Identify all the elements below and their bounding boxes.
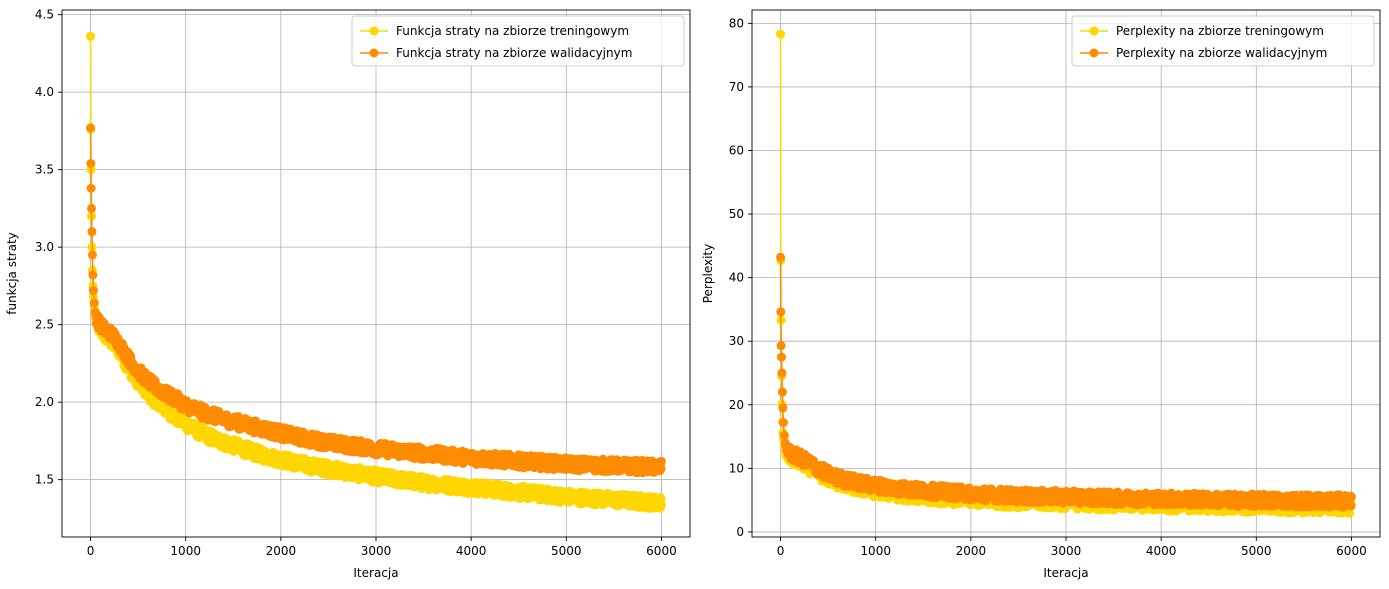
y-tick-label: 40	[729, 271, 744, 285]
data-point	[776, 341, 786, 351]
x-tick-label: 4000	[1146, 544, 1177, 558]
data-point	[87, 203, 96, 213]
y-tick-label: 60	[729, 143, 744, 157]
data-point	[777, 387, 787, 397]
x-tick-label: 4000	[456, 544, 487, 558]
legend-box	[351, 15, 685, 67]
y-tick-label: 30	[729, 334, 744, 348]
y-tick-label: 4.0	[35, 85, 54, 99]
x-axis-label: Iteracja	[1043, 566, 1088, 580]
data-point	[778, 403, 788, 413]
data-point	[656, 500, 666, 510]
series-validation	[86, 123, 666, 478]
y-axis-label: Perplexity	[701, 244, 715, 304]
data-point	[88, 270, 98, 280]
legend: Funkcja straty na zbiorze treningowym Fun…	[351, 15, 685, 67]
data-point	[778, 418, 788, 428]
data-point	[779, 430, 789, 440]
legend-label: Funkcja straty na zbiorze walidacyjnym	[396, 46, 632, 60]
x-tick-label: 6000	[1336, 544, 1367, 558]
data-point	[86, 158, 96, 168]
data-point	[777, 352, 786, 362]
data-point	[1346, 501, 1356, 511]
data-point	[88, 286, 98, 296]
data-point	[89, 298, 99, 308]
y-tick-label: 10	[729, 461, 744, 475]
x-axis-label: Iteracja	[353, 566, 398, 580]
series-validation	[776, 252, 1356, 512]
y-tick-label: 70	[729, 80, 744, 94]
legend-label: Perplexity na zbiorze treningowym	[1116, 24, 1324, 38]
legend-label: Funkcja straty na zbiorze treningowym	[396, 24, 629, 38]
data-point	[1346, 492, 1356, 502]
x-tick-label: 1000	[860, 544, 891, 558]
x-tick-label: 0	[87, 544, 95, 558]
x-tick-label: 5000	[1241, 544, 1272, 558]
data-point	[87, 250, 97, 260]
y-tick-label: 50	[729, 207, 744, 221]
x-tick-label: 3000	[1051, 544, 1082, 558]
x-tick-label: 5000	[551, 544, 582, 558]
y-tick-label: 1.5	[35, 473, 54, 487]
y-axis-label: funkcja straty	[5, 232, 19, 315]
x-tick-label: 0	[777, 544, 785, 558]
legend-marker	[1089, 26, 1099, 36]
data-point	[656, 456, 666, 466]
data-point	[86, 123, 96, 133]
data-point	[86, 183, 96, 193]
data-point	[1345, 508, 1355, 518]
legend: Perplexity na zbiorze treningowym Perplex…	[1071, 15, 1375, 67]
data-point	[776, 252, 786, 262]
loss-chart: 0 1000 2000 3000 4000 5000 6000 1.5 2.0 2.5 3.0 3.5…	[5, 8, 691, 580]
y-tick-label: 20	[729, 398, 744, 412]
y-tick-label: 3.0	[35, 240, 54, 254]
data-point	[776, 307, 786, 317]
plot-area	[86, 31, 666, 513]
legend-marker	[369, 26, 379, 36]
x-tick-label: 3000	[361, 544, 392, 558]
x-tick-label: 6000	[646, 544, 677, 558]
y-tick-label: 3.5	[35, 163, 54, 177]
y-tick-label: 4.5	[35, 8, 54, 22]
x-tick-label: 2000	[956, 544, 987, 558]
data-point	[656, 464, 666, 474]
legend-label: Perplexity na zbiorze walidacyjnym	[1116, 46, 1327, 60]
y-tick-label: 0	[736, 525, 744, 539]
plot-area	[776, 29, 1356, 518]
legend-marker	[369, 48, 379, 58]
y-tick-label: 80	[729, 16, 744, 30]
data-point	[86, 31, 96, 41]
x-tick-label: 2000	[266, 544, 297, 558]
data-point	[776, 29, 786, 39]
perplexity-chart: 0 1000 2000 3000 4000 5000 6000 0 10 20 30 40 50 60 70…	[701, 9, 1381, 580]
y-tick-label: 2.0	[35, 395, 54, 409]
data-point	[777, 368, 787, 378]
y-tick-label: 2.5	[35, 318, 54, 332]
x-tick-label: 1000	[170, 544, 201, 558]
data-point	[87, 227, 97, 237]
legend-marker	[1089, 48, 1099, 58]
legend-box	[1071, 15, 1375, 67]
